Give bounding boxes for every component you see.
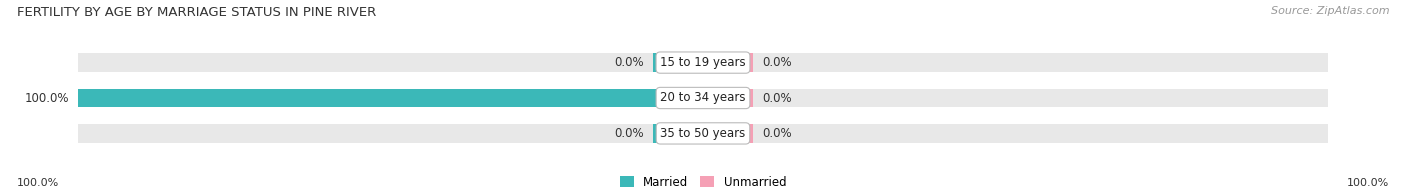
Bar [79,124,1327,143]
Text: FERTILITY BY AGE BY MARRIAGE STATUS IN PINE RIVER: FERTILITY BY AGE BY MARRIAGE STATUS IN P… [17,6,377,19]
Bar [703,124,754,143]
Legend: Married, Unmarried: Married, Unmarried [620,176,786,189]
Text: 0.0%: 0.0% [762,92,792,104]
Text: 0.0%: 0.0% [762,56,792,69]
Text: 20 to 34 years: 20 to 34 years [661,92,745,104]
Bar [652,124,703,143]
Text: 100.0%: 100.0% [17,178,59,188]
Bar [652,53,703,72]
Bar [79,89,703,107]
Text: Source: ZipAtlas.com: Source: ZipAtlas.com [1271,6,1389,16]
Text: 100.0%: 100.0% [1347,178,1389,188]
Bar [703,53,754,72]
Text: 15 to 19 years: 15 to 19 years [661,56,745,69]
Text: 35 to 50 years: 35 to 50 years [661,127,745,140]
Bar [79,89,1327,107]
Bar [79,53,1327,72]
Bar [703,89,754,107]
Text: 100.0%: 100.0% [24,92,69,104]
Text: 0.0%: 0.0% [614,56,644,69]
Text: 0.0%: 0.0% [614,127,644,140]
Text: 0.0%: 0.0% [762,127,792,140]
